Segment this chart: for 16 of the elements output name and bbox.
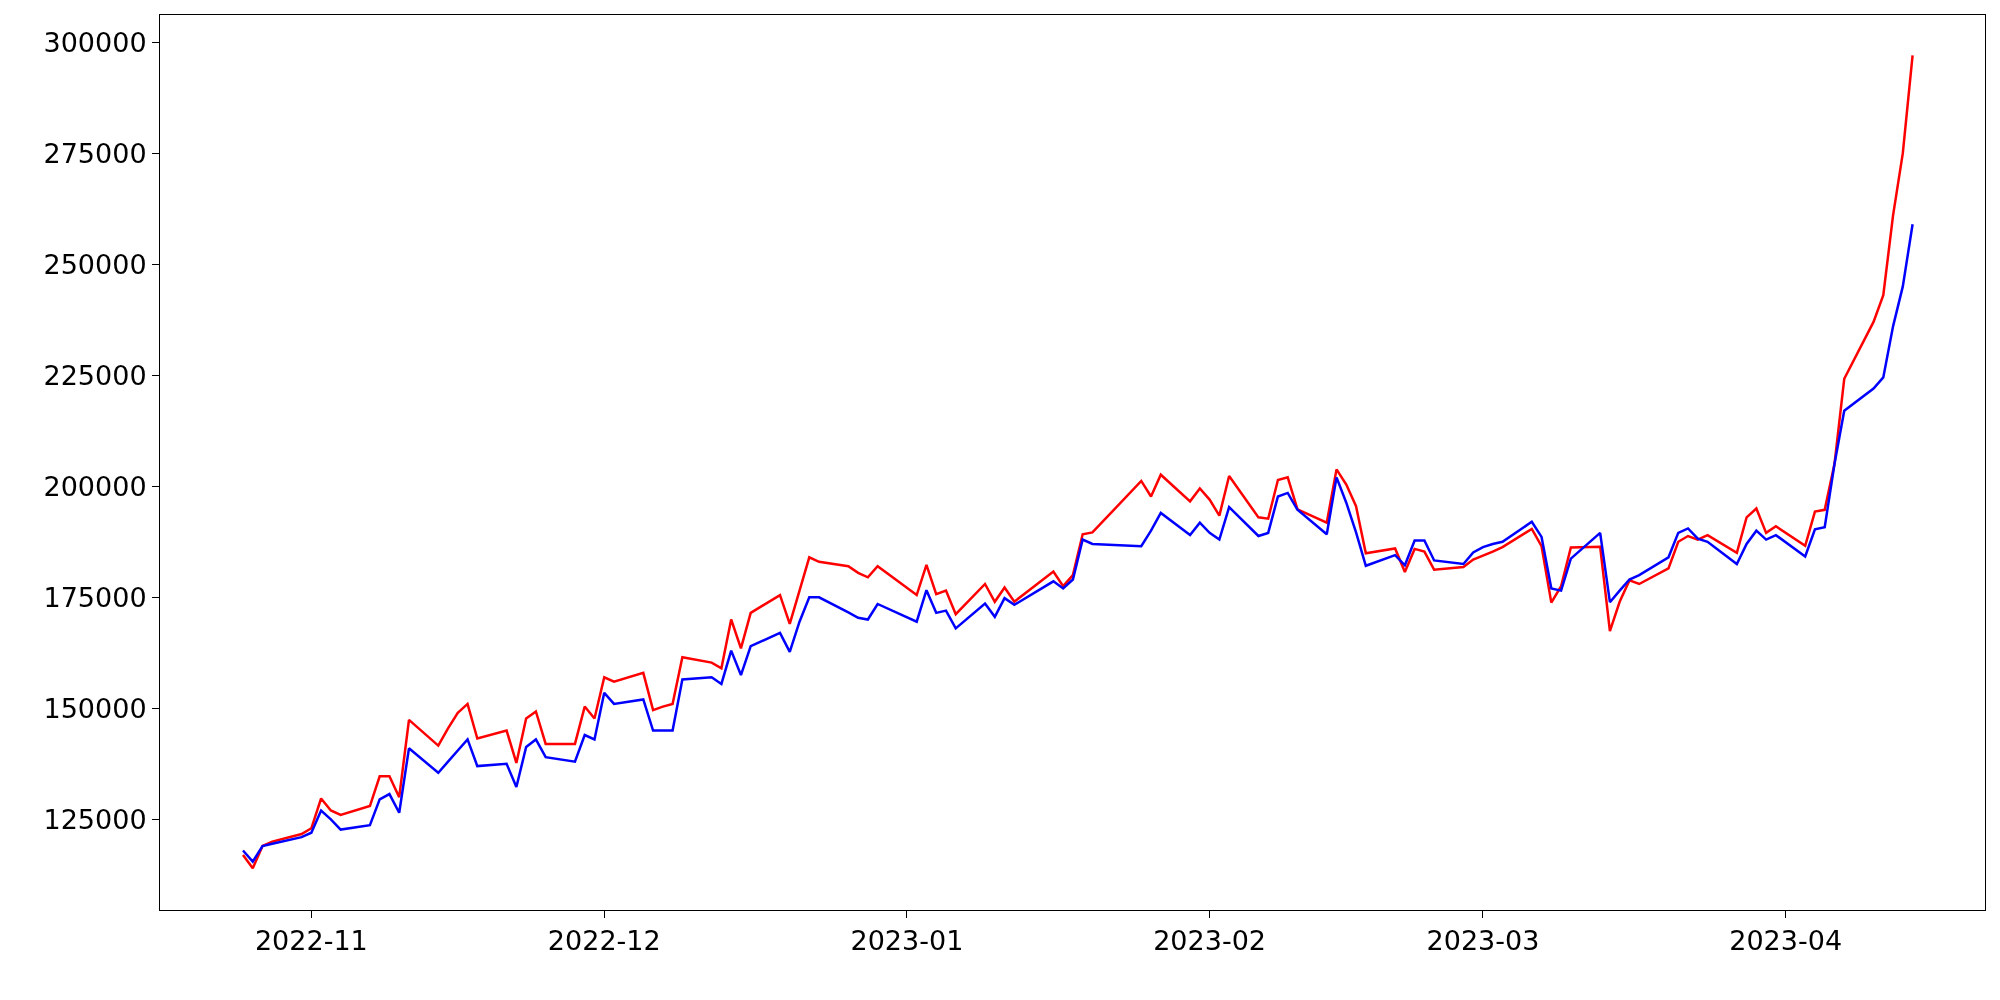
x-tick-label: 2023-02: [1153, 925, 1267, 957]
y-tick-label: 225000: [43, 359, 147, 391]
line-series: [241, 222, 1914, 863]
x-tick-label: 2023-01: [850, 925, 964, 957]
y-tick-label: 275000: [43, 137, 147, 169]
y-tick-label: 300000: [43, 26, 147, 58]
x-tick-label: 2022-12: [547, 925, 661, 957]
x-tick-label: 2023-04: [1729, 925, 1843, 957]
line-series: [241, 54, 1914, 870]
y-tick-label: 150000: [43, 692, 147, 724]
x-tick-label: 2023-03: [1426, 925, 1540, 957]
x-tick-label: 2022-11: [254, 925, 368, 957]
y-tick-label: 200000: [43, 470, 147, 502]
y-tick-label: 125000: [43, 803, 147, 835]
y-tick-label: 250000: [43, 248, 147, 280]
y-tick-label: 175000: [43, 581, 147, 613]
